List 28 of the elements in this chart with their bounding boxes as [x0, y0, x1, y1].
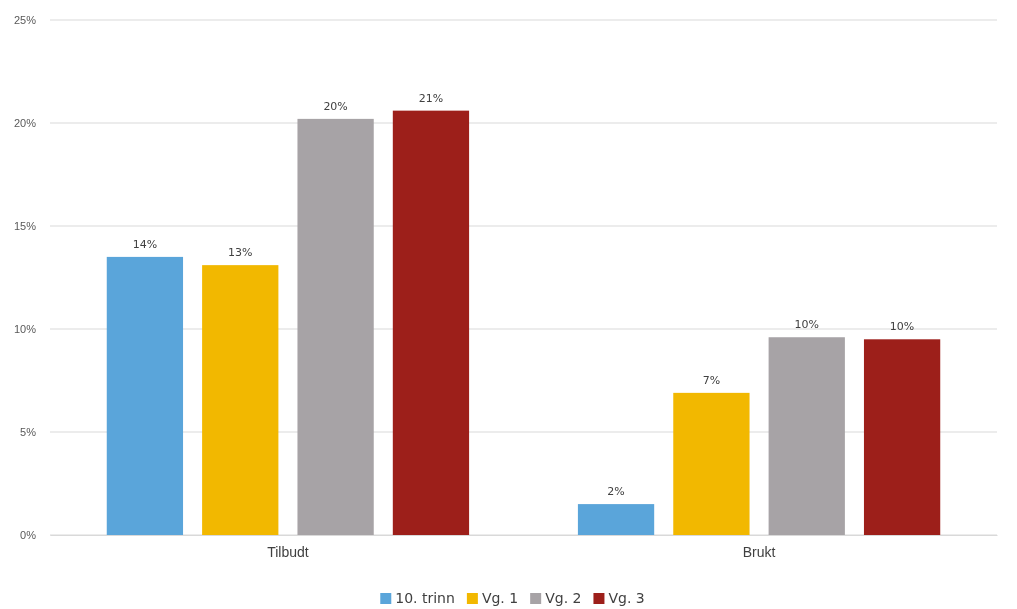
y-tick-label: 5%	[20, 426, 37, 439]
bar	[577, 504, 655, 535]
data-label: 2%	[607, 485, 625, 499]
x-tick-label: Tilbudt	[267, 543, 309, 560]
bar	[392, 110, 470, 535]
data-label: 20%	[323, 99, 348, 113]
y-tick-label: 15%	[13, 220, 37, 233]
y-tick-label: 20%	[13, 117, 37, 130]
legend-label: Vg. 2	[545, 590, 582, 606]
bar	[673, 392, 750, 535]
bar	[768, 337, 845, 535]
y-tick-label: 25%	[13, 14, 37, 27]
x-tick-label: Brukt	[742, 543, 776, 560]
y-tick-label: 0%	[20, 529, 37, 542]
y-tick-label: 10%	[13, 323, 37, 336]
bar	[863, 339, 941, 535]
legend-label: Vg. 1	[481, 590, 519, 606]
data-label: 10%	[889, 320, 915, 334]
bar	[202, 265, 279, 535]
data-label: 14%	[132, 237, 158, 251]
legend-label: Vg. 3	[608, 590, 645, 606]
legend-label: 10. trinn	[395, 590, 455, 606]
data-label: 10%	[794, 318, 819, 332]
bar	[297, 118, 374, 535]
bar	[106, 256, 184, 535]
data-label: 21%	[418, 91, 444, 105]
data-label: 7%	[702, 373, 721, 387]
data-label: 13%	[228, 246, 253, 260]
